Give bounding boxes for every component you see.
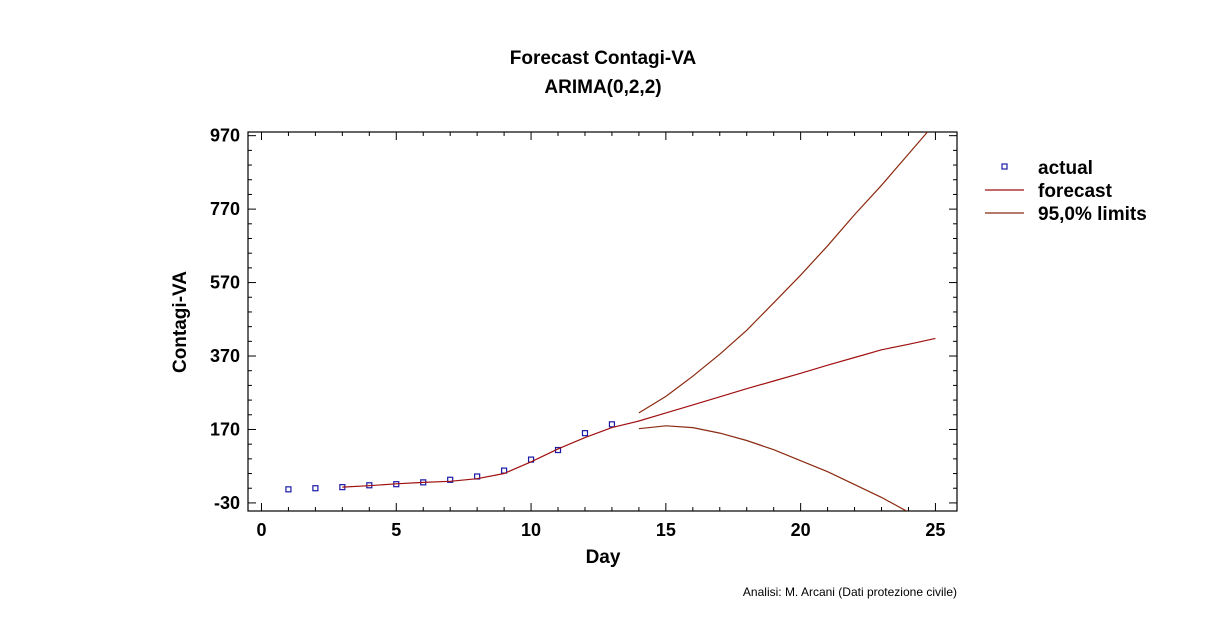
actual-point bbox=[285, 486, 292, 493]
legend: actual forecast 95,0% limits bbox=[985, 158, 1147, 225]
actual-point bbox=[581, 430, 589, 437]
y-axis-label: Contagi-VA bbox=[170, 271, 191, 373]
y-tick-label: 770 bbox=[210, 199, 240, 219]
axis-ticks bbox=[248, 132, 957, 511]
x-tick-label: 20 bbox=[791, 520, 811, 540]
x-tick-label: 25 bbox=[925, 520, 945, 540]
y-tick-label: 970 bbox=[210, 126, 240, 146]
x-tick-label: 5 bbox=[391, 520, 401, 540]
y-tick-label: -30 bbox=[214, 493, 240, 513]
legend-label-limits: 95,0% limits bbox=[1038, 204, 1147, 225]
legend-label-forecast: forecast bbox=[1038, 181, 1113, 202]
upper-limit-line bbox=[638, 132, 929, 414]
tick-labels: 0 5 10 15 20 25 -30 170 370 570 770 970 bbox=[210, 126, 945, 540]
lower-limit-line bbox=[638, 425, 908, 511]
forecast-line bbox=[342, 337, 936, 488]
chart-title: Forecast Contagi-VA bbox=[510, 48, 697, 69]
x-tick-label: 15 bbox=[656, 520, 676, 540]
x-tick-label: 10 bbox=[521, 520, 541, 540]
plot-area-frame bbox=[247, 131, 958, 512]
chart-subtitle: ARIMA(0,2,2) bbox=[544, 77, 661, 98]
x-tick-label: 0 bbox=[256, 520, 266, 540]
actual-point bbox=[608, 421, 616, 428]
y-tick-label: 570 bbox=[210, 273, 240, 293]
credit-note: Analisi: M. Arcani (Dati protezione civi… bbox=[743, 585, 957, 599]
actual-point bbox=[447, 476, 454, 483]
series-layer bbox=[285, 132, 936, 511]
y-tick-label: 370 bbox=[210, 346, 240, 366]
legend-label-actual: actual bbox=[1038, 158, 1093, 179]
legend-marker-actual bbox=[1001, 163, 1008, 170]
x-axis-label: Day bbox=[586, 547, 621, 568]
actual-point bbox=[312, 485, 319, 492]
y-tick-label: 170 bbox=[210, 419, 240, 439]
